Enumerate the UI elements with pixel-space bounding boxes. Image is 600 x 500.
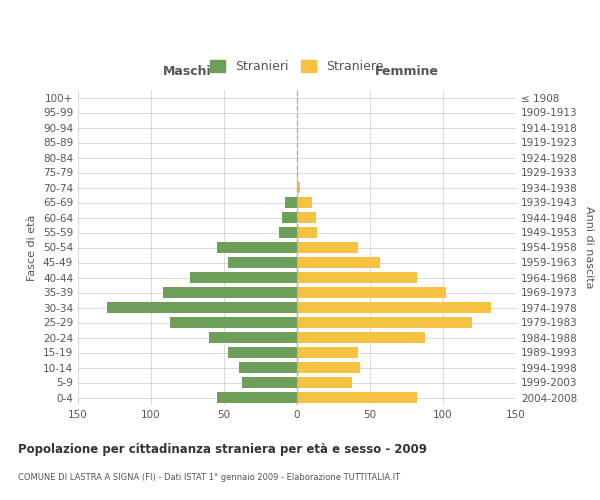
- Bar: [297, 167, 298, 178]
- Text: Popolazione per cittadinanza straniera per età e sesso - 2009: Popolazione per cittadinanza straniera p…: [18, 442, 427, 456]
- Bar: [297, 182, 300, 193]
- Bar: [163, 287, 297, 298]
- Bar: [239, 362, 297, 373]
- Bar: [107, 302, 297, 313]
- Bar: [297, 287, 446, 298]
- Bar: [297, 302, 491, 313]
- Bar: [190, 272, 297, 283]
- Bar: [297, 317, 472, 328]
- Text: Femmine: Femmine: [374, 65, 439, 78]
- Bar: [297, 272, 417, 283]
- Bar: [217, 242, 297, 253]
- Bar: [297, 392, 417, 403]
- Text: Maschi: Maschi: [163, 65, 212, 78]
- Legend: Stranieri, Straniere: Stranieri, Straniere: [205, 56, 389, 78]
- Bar: [280, 227, 297, 238]
- Y-axis label: Anni di nascita: Anni di nascita: [584, 206, 594, 288]
- Bar: [297, 227, 317, 238]
- Bar: [286, 197, 297, 208]
- Bar: [297, 377, 352, 388]
- Bar: [170, 317, 297, 328]
- Bar: [229, 257, 297, 268]
- Bar: [297, 197, 311, 208]
- Y-axis label: Fasce di età: Fasce di età: [28, 214, 37, 280]
- Bar: [297, 152, 298, 163]
- Bar: [283, 212, 297, 223]
- Bar: [209, 332, 297, 343]
- Bar: [297, 362, 360, 373]
- Text: COMUNE DI LASTRA A SIGNA (FI) - Dati ISTAT 1° gennaio 2009 - Elaborazione TUTTIT: COMUNE DI LASTRA A SIGNA (FI) - Dati IST…: [18, 472, 400, 482]
- Bar: [297, 257, 380, 268]
- Bar: [297, 242, 358, 253]
- Bar: [242, 377, 297, 388]
- Bar: [297, 347, 358, 358]
- Bar: [229, 347, 297, 358]
- Bar: [217, 392, 297, 403]
- Bar: [297, 332, 425, 343]
- Bar: [297, 212, 316, 223]
